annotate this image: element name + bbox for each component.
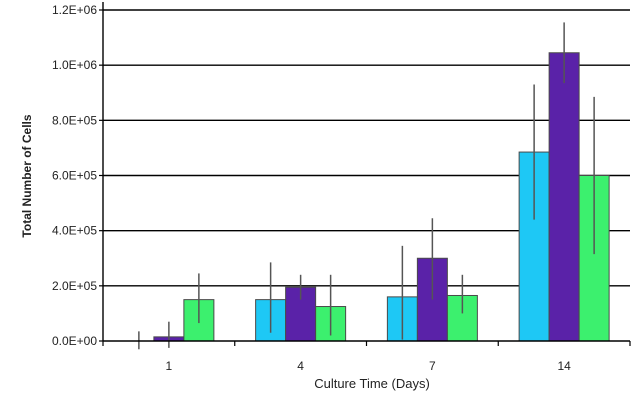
x-tick-label: 7 bbox=[429, 359, 436, 373]
x-tick-labels: 1 4 7 14 bbox=[166, 359, 572, 373]
y-tick-label: 4.0E+05 bbox=[52, 224, 97, 238]
x-tick-label: 1 bbox=[166, 359, 173, 373]
x-axis-title: Culture Time (Days) bbox=[314, 376, 430, 391]
y-tick-label: 0.0E+00 bbox=[52, 334, 97, 348]
y-tick-label: 1.0E+06 bbox=[52, 58, 97, 72]
x-tick-label: 14 bbox=[557, 359, 571, 373]
x-tick-label: 4 bbox=[297, 359, 304, 373]
y-tick-label: 8.0E+05 bbox=[52, 113, 97, 127]
y-axis-title: Total Number of Cells bbox=[20, 114, 34, 237]
error-bars bbox=[138, 22, 595, 350]
bars bbox=[153, 52, 610, 342]
y-tick-label: 2.0E+05 bbox=[52, 279, 97, 293]
y-tick-labels: 0.0E+00 2.0E+05 4.0E+05 6.0E+05 8.0E+05 1.0E+… bbox=[52, 3, 97, 348]
bar bbox=[548, 52, 580, 342]
y-tick-label: 1.2E+06 bbox=[52, 3, 97, 17]
y-tick-label: 6.0E+05 bbox=[52, 169, 97, 183]
axes bbox=[99, 2, 631, 346]
